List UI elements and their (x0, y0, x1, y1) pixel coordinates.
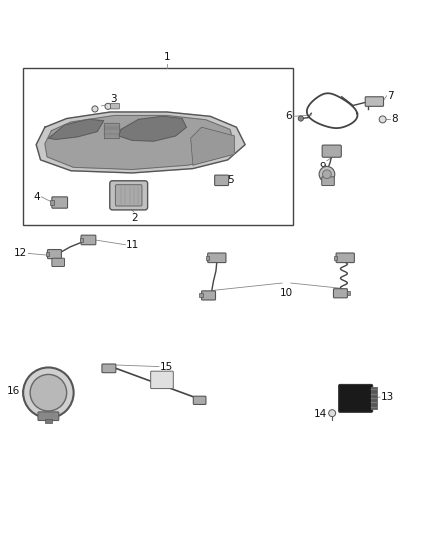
Text: 1: 1 (163, 52, 170, 62)
Circle shape (298, 116, 304, 121)
Circle shape (30, 375, 67, 411)
FancyBboxPatch shape (151, 371, 173, 389)
Polygon shape (36, 112, 245, 173)
Polygon shape (119, 116, 186, 141)
FancyBboxPatch shape (52, 197, 67, 208)
Polygon shape (104, 123, 119, 138)
FancyBboxPatch shape (208, 253, 226, 263)
Bar (46, 252, 49, 256)
FancyBboxPatch shape (193, 396, 206, 405)
Text: 15: 15 (160, 361, 173, 372)
Polygon shape (48, 119, 104, 140)
FancyBboxPatch shape (81, 235, 96, 245)
Text: 5: 5 (227, 175, 233, 185)
FancyBboxPatch shape (365, 97, 384, 107)
Text: 14: 14 (314, 409, 327, 419)
FancyBboxPatch shape (322, 177, 334, 185)
Text: 13: 13 (381, 392, 394, 402)
FancyBboxPatch shape (110, 181, 148, 210)
FancyBboxPatch shape (322, 145, 341, 157)
Polygon shape (45, 116, 234, 169)
Text: 3: 3 (110, 94, 117, 104)
Circle shape (379, 116, 386, 123)
Text: 16: 16 (7, 385, 21, 395)
Text: 8: 8 (391, 115, 398, 124)
Bar (206, 256, 209, 260)
Circle shape (105, 103, 111, 109)
Bar (23, 68, 293, 225)
Bar (50, 200, 54, 205)
Bar (334, 256, 337, 260)
Circle shape (92, 106, 98, 112)
FancyBboxPatch shape (38, 412, 59, 421)
Bar (45, 419, 52, 423)
FancyBboxPatch shape (333, 289, 347, 298)
FancyBboxPatch shape (336, 253, 354, 263)
Bar (346, 291, 350, 295)
Text: 9: 9 (319, 161, 326, 172)
Text: 4: 4 (33, 192, 40, 202)
Circle shape (328, 410, 336, 417)
FancyBboxPatch shape (215, 175, 229, 185)
Text: 10: 10 (280, 288, 293, 298)
FancyBboxPatch shape (102, 364, 116, 373)
Bar (80, 238, 83, 242)
Text: 12: 12 (14, 248, 27, 259)
Circle shape (319, 166, 335, 182)
FancyBboxPatch shape (339, 384, 373, 413)
Circle shape (322, 170, 331, 179)
Text: 6: 6 (286, 111, 292, 122)
FancyBboxPatch shape (201, 291, 215, 300)
Bar (371, 387, 378, 409)
Text: 7: 7 (388, 91, 394, 101)
FancyBboxPatch shape (111, 103, 119, 109)
Polygon shape (191, 127, 234, 165)
Text: 2: 2 (131, 213, 138, 223)
Circle shape (23, 367, 74, 418)
FancyBboxPatch shape (116, 184, 142, 206)
Bar (199, 293, 203, 297)
Text: 11: 11 (126, 240, 140, 250)
FancyBboxPatch shape (52, 258, 64, 266)
FancyBboxPatch shape (47, 249, 61, 259)
